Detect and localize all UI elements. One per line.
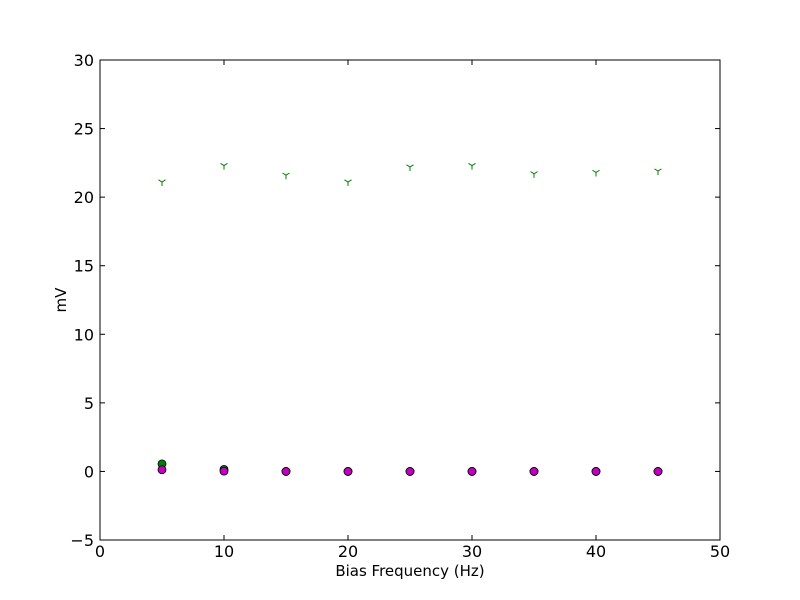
x-tick-label: 10 bbox=[214, 542, 234, 561]
y-tick-label: 30 bbox=[74, 51, 94, 70]
x-tick-label: 20 bbox=[338, 542, 358, 561]
y-axis-label: mV bbox=[52, 287, 70, 313]
data-point-circle bbox=[467, 467, 477, 476]
data-point-circle bbox=[653, 467, 663, 476]
x-tick-label: 30 bbox=[462, 542, 482, 561]
y-tick-label: 15 bbox=[74, 257, 94, 276]
x-tick-label: 50 bbox=[710, 542, 730, 561]
y-tick-label: 25 bbox=[74, 120, 94, 139]
data-point-tri-down bbox=[592, 169, 600, 177]
data-point-tri-down bbox=[158, 179, 166, 187]
y-tick-label: 10 bbox=[74, 325, 94, 344]
y-tick-label: −5 bbox=[70, 531, 94, 550]
data-point-tri-down bbox=[282, 172, 290, 180]
data-point-circle bbox=[281, 467, 291, 476]
data-point-tri-down bbox=[654, 168, 662, 176]
plot-area bbox=[100, 60, 720, 540]
data-point-circle bbox=[591, 467, 601, 476]
data-point-circle bbox=[219, 466, 229, 476]
data-point-circle bbox=[529, 467, 539, 476]
data-point-tri-down bbox=[220, 162, 228, 170]
x-tick-label: 40 bbox=[586, 542, 606, 561]
x-tick-label: 0 bbox=[95, 542, 105, 561]
data-point-tri-down bbox=[406, 164, 414, 171]
y-tick-label: 0 bbox=[84, 462, 94, 481]
data-point-tri-down bbox=[530, 171, 538, 178]
y-tick-label: 5 bbox=[84, 394, 94, 413]
plot-frame bbox=[99, 59, 721, 541]
data-point-circle bbox=[343, 467, 353, 476]
x-axis-label: Bias Frequency (Hz) bbox=[335, 562, 484, 580]
data-point-circle bbox=[157, 465, 167, 475]
data-point-circle bbox=[405, 467, 415, 476]
data-points bbox=[157, 162, 663, 476]
y-tick-label: 20 bbox=[74, 188, 94, 207]
data-point-tri-down bbox=[344, 179, 352, 187]
data-point-tri-down bbox=[468, 162, 476, 170]
